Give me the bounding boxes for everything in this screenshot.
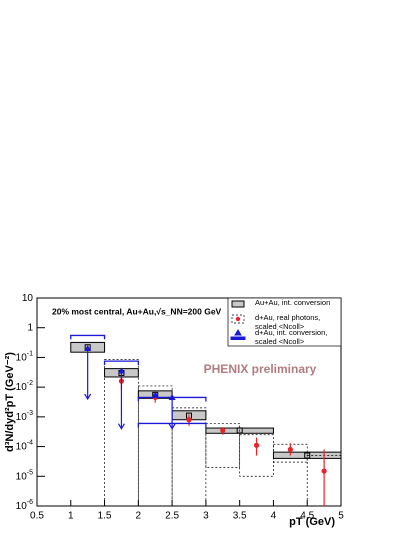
y-tick-exponent: -6 xyxy=(27,499,33,506)
limit-arrow xyxy=(84,348,92,401)
sys-box xyxy=(104,359,139,507)
y-tick-exponent: -5 xyxy=(27,469,33,476)
x-tick-label: 1.5 xyxy=(98,511,112,522)
x-tick-label: 4.5 xyxy=(300,511,314,522)
sys-box xyxy=(171,407,207,507)
marker xyxy=(220,427,226,434)
x-tick-label: 4 xyxy=(271,511,277,522)
y-axis-label: d³N/dyd²pT (GeV⁻²) xyxy=(4,352,16,452)
marker xyxy=(287,446,293,453)
sys-box xyxy=(239,434,274,477)
legend-swatch xyxy=(231,300,245,308)
sys-bracket xyxy=(103,360,139,366)
x-tick-label: 2 xyxy=(136,511,142,522)
y-tick-label: 10-1 xyxy=(16,350,33,363)
legend-entry: Au+Au, int. conversion xyxy=(255,299,331,307)
limit-arrow xyxy=(117,370,125,430)
legend-entry: d+Au, int. conversion, scaled <Ncoll> xyxy=(255,329,328,346)
y-tick-exponent: -2 xyxy=(27,380,33,387)
y-tick-base: 10 xyxy=(22,293,34,304)
y-tick-base: 10 xyxy=(16,501,28,512)
y-tick-label: 1 xyxy=(27,322,33,333)
marker xyxy=(186,417,192,423)
y-tick-base: 1 xyxy=(27,322,33,333)
x-tick-label: 5 xyxy=(338,511,344,522)
legend-swatch xyxy=(235,316,241,322)
marker xyxy=(84,344,92,351)
y-tick-label: 10-2 xyxy=(16,380,33,393)
limit-arrow xyxy=(168,397,176,430)
y-tick-label: 10-3 xyxy=(16,410,33,423)
y-tick-base: 10 xyxy=(16,382,28,393)
y-tick-base: 10 xyxy=(16,441,28,452)
y-tick-base: 10 xyxy=(16,471,28,482)
y-tick-base: 10 xyxy=(16,352,28,363)
marker xyxy=(253,442,260,448)
x-tick-label: 1 xyxy=(68,511,74,522)
marker xyxy=(151,391,159,398)
sys-bracket xyxy=(70,334,106,340)
x-tick-label: 3.5 xyxy=(233,511,247,522)
x-tick-label: 2.5 xyxy=(165,511,179,522)
x-tick-label: 0.5 xyxy=(30,511,44,522)
y-tick-label: 10-5 xyxy=(16,469,33,482)
y-tick-base: 10 xyxy=(16,411,28,422)
y-tick-label: 10-4 xyxy=(16,439,33,452)
legend-frame xyxy=(227,297,342,347)
y-tick-label: 10-6 xyxy=(16,499,33,512)
legend-swatch xyxy=(230,329,246,340)
y-tick-exponent: -1 xyxy=(27,350,33,357)
marker xyxy=(236,427,243,434)
marker xyxy=(321,468,327,474)
legend-swatch xyxy=(231,314,245,324)
sys-box xyxy=(137,385,173,507)
legend-label: Au+Au, int. conversion xyxy=(255,299,331,307)
marker xyxy=(304,452,311,459)
marker xyxy=(117,367,125,374)
legend-label: d+Au, real photons, scaled <Ncoll> xyxy=(255,314,321,331)
sys-box xyxy=(205,423,241,468)
y-tick-exponent: -4 xyxy=(27,439,33,446)
legend-label: d+Au, int. conversion, scaled <Ncoll> xyxy=(255,329,328,346)
y-tick-exponent: -3 xyxy=(27,410,33,417)
x-tick-label: 3 xyxy=(203,511,209,522)
marker xyxy=(168,393,176,400)
annotation: 20% most central, Au+Au,√s_NN=200 GeV xyxy=(52,306,222,316)
legend-entry: d+Au, real photons, scaled <Ncoll> xyxy=(255,314,321,331)
y-tick-label: 10 xyxy=(22,293,34,304)
x-axis-label: pT (GeV) xyxy=(289,516,335,528)
watermark: PHENIX preliminary xyxy=(204,362,317,376)
